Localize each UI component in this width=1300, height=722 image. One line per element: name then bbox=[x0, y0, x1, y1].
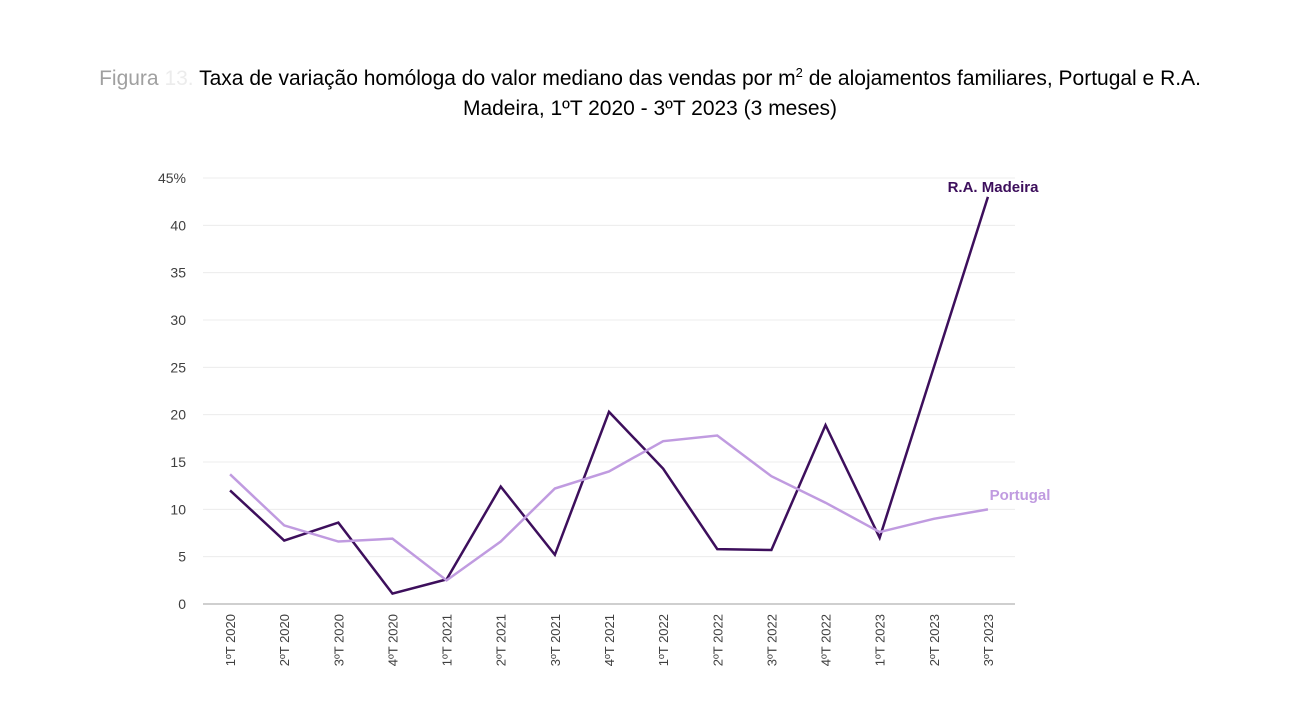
x-tick-label: 1ºT 2021 bbox=[440, 614, 455, 666]
y-tick-label: 35 bbox=[170, 265, 186, 281]
series-line-portugal bbox=[229, 434, 989, 582]
y-tick-label: 45% bbox=[158, 170, 186, 186]
title-superscript: 2 bbox=[795, 65, 803, 80]
y-tick-label: 0 bbox=[178, 596, 186, 612]
title-text-b: de alojamentos familiares, Portugal e R.… bbox=[802, 67, 1201, 90]
series-label-madeira: R.A. Madeira bbox=[948, 179, 1040, 196]
title-text-a: Taxa de variação homóloga do valor media… bbox=[199, 67, 796, 90]
x-tick-label: 4ºT 2020 bbox=[385, 614, 400, 666]
y-tick-label: 15 bbox=[170, 454, 186, 470]
x-tick-label: 2ºT 2023 bbox=[927, 614, 942, 666]
x-tick-label: 2ºT 2021 bbox=[494, 614, 509, 666]
x-tick-label: 1ºT 2023 bbox=[873, 614, 888, 666]
y-tick-label: 40 bbox=[170, 217, 186, 233]
y-tick-label: 30 bbox=[170, 312, 186, 328]
x-tick-label: 2ºT 2020 bbox=[277, 614, 292, 666]
x-tick-label: 1ºT 2020 bbox=[223, 614, 238, 666]
x-tick-label: 3ºT 2021 bbox=[548, 614, 563, 666]
chart-title-line1: Figura 13. Taxa de variação homóloga do … bbox=[0, 55, 1300, 97]
series-line-madeira bbox=[229, 196, 990, 596]
y-tick-label: 25 bbox=[170, 359, 186, 375]
x-tick-label: 1ºT 2022 bbox=[656, 614, 671, 666]
x-tick-label: 3ºT 2020 bbox=[331, 614, 346, 666]
series-label-portugal: Portugal bbox=[990, 487, 1051, 504]
x-tick-label: 3ºT 2023 bbox=[981, 614, 996, 666]
figure-number: 13. bbox=[164, 67, 194, 90]
y-tick-label: 20 bbox=[170, 407, 186, 423]
y-tick-label: 5 bbox=[178, 549, 186, 565]
y-tick-label: 10 bbox=[170, 501, 186, 517]
x-tick-label: 4ºT 2021 bbox=[602, 614, 617, 666]
x-tick-label: 3ºT 2022 bbox=[764, 614, 779, 666]
chart-title-line2: Madeira, 1ºT 2020 - 3ºT 2023 (3 meses) bbox=[462, 97, 838, 120]
x-tick-label: 2ºT 2022 bbox=[710, 614, 725, 666]
x-tick-label: 4ºT 2022 bbox=[819, 614, 834, 666]
figure-prefix: Figura bbox=[99, 67, 159, 90]
